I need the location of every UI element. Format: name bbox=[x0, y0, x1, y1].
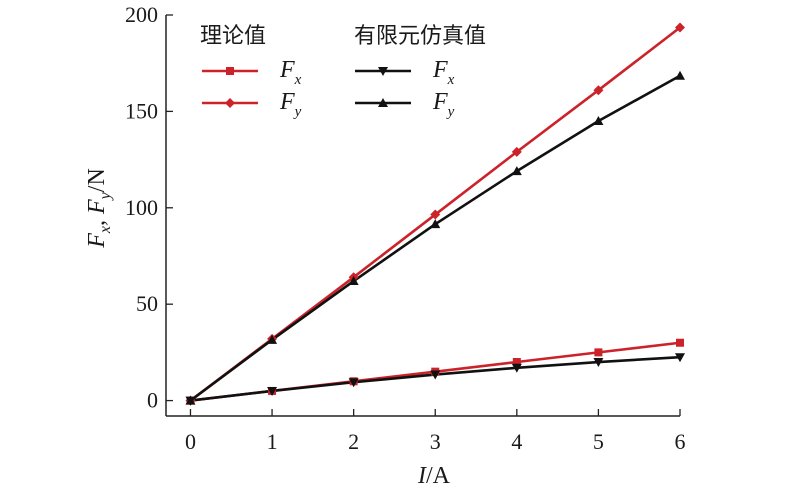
data-point-theory-fx bbox=[512, 358, 521, 367]
data-point-theory-fx bbox=[676, 338, 684, 347]
x-axis-title: I/A bbox=[417, 463, 451, 489]
y-axis-title: Fx, Fy/N bbox=[84, 168, 114, 249]
x-tick-label: 4 bbox=[511, 429, 522, 454]
legend-label-fem-fy: Fy bbox=[432, 89, 455, 120]
data-point-fem-fx bbox=[267, 386, 278, 396]
x-tick-label: 6 bbox=[675, 429, 686, 454]
data-point-fem-fx bbox=[348, 378, 359, 388]
data-point-fem-fy bbox=[267, 334, 278, 344]
y-tick-label: 200 bbox=[125, 2, 158, 27]
legend-marker-fem-fx bbox=[378, 67, 388, 76]
data-point-fem-fx bbox=[430, 370, 441, 380]
y-tick-label: 0 bbox=[147, 388, 158, 413]
legend-label-theory-fx: Fx bbox=[279, 57, 302, 88]
legend-marker-theory-fx bbox=[226, 67, 234, 75]
x-tick-label: 5 bbox=[593, 429, 604, 454]
axes bbox=[165, 14, 681, 417]
x-tick-label: 2 bbox=[348, 429, 359, 454]
y-tick-label: 150 bbox=[125, 98, 158, 123]
legend-marker-fem-fy bbox=[378, 98, 388, 107]
legend-group-fem-title: 有限元仿真值 bbox=[354, 24, 486, 49]
data-point-fem-fy bbox=[675, 70, 685, 80]
data-point-fem-fx bbox=[593, 358, 604, 368]
legend-label-theory-fy: Fy bbox=[279, 89, 302, 120]
data-point-fem-fy bbox=[593, 116, 604, 126]
y-tick-label: 100 bbox=[125, 195, 158, 220]
data-point-fem-fx bbox=[675, 353, 685, 363]
data-point-theory-fy bbox=[593, 85, 604, 96]
tick-labels: 0 1 2 3 4 5 6 0 50 100 150 200 bbox=[125, 2, 686, 454]
data-point-fem-fy bbox=[348, 276, 359, 286]
data-point-fem-fx bbox=[511, 363, 522, 373]
series-markers bbox=[185, 22, 685, 406]
data-point-fem-fy bbox=[430, 219, 441, 229]
data-point-theory-fy bbox=[675, 22, 685, 33]
y-tick-label: 50 bbox=[136, 291, 158, 316]
x-tick-label: 3 bbox=[430, 429, 441, 454]
x-tick-label: 0 bbox=[185, 429, 196, 454]
legend-group-theory-title: 理论值 bbox=[200, 24, 266, 49]
data-point-theory-fx bbox=[594, 348, 603, 357]
data-point-fem-fy bbox=[511, 166, 522, 176]
data-point-theory-fy bbox=[511, 146, 522, 157]
x-tick-label: 1 bbox=[267, 429, 278, 454]
data-point-theory-fy bbox=[430, 209, 441, 220]
legend-marker-theory-fy bbox=[225, 98, 235, 108]
legend-label-fem-fx: Fx bbox=[432, 57, 455, 88]
data-point-fem-fy bbox=[185, 395, 196, 405]
